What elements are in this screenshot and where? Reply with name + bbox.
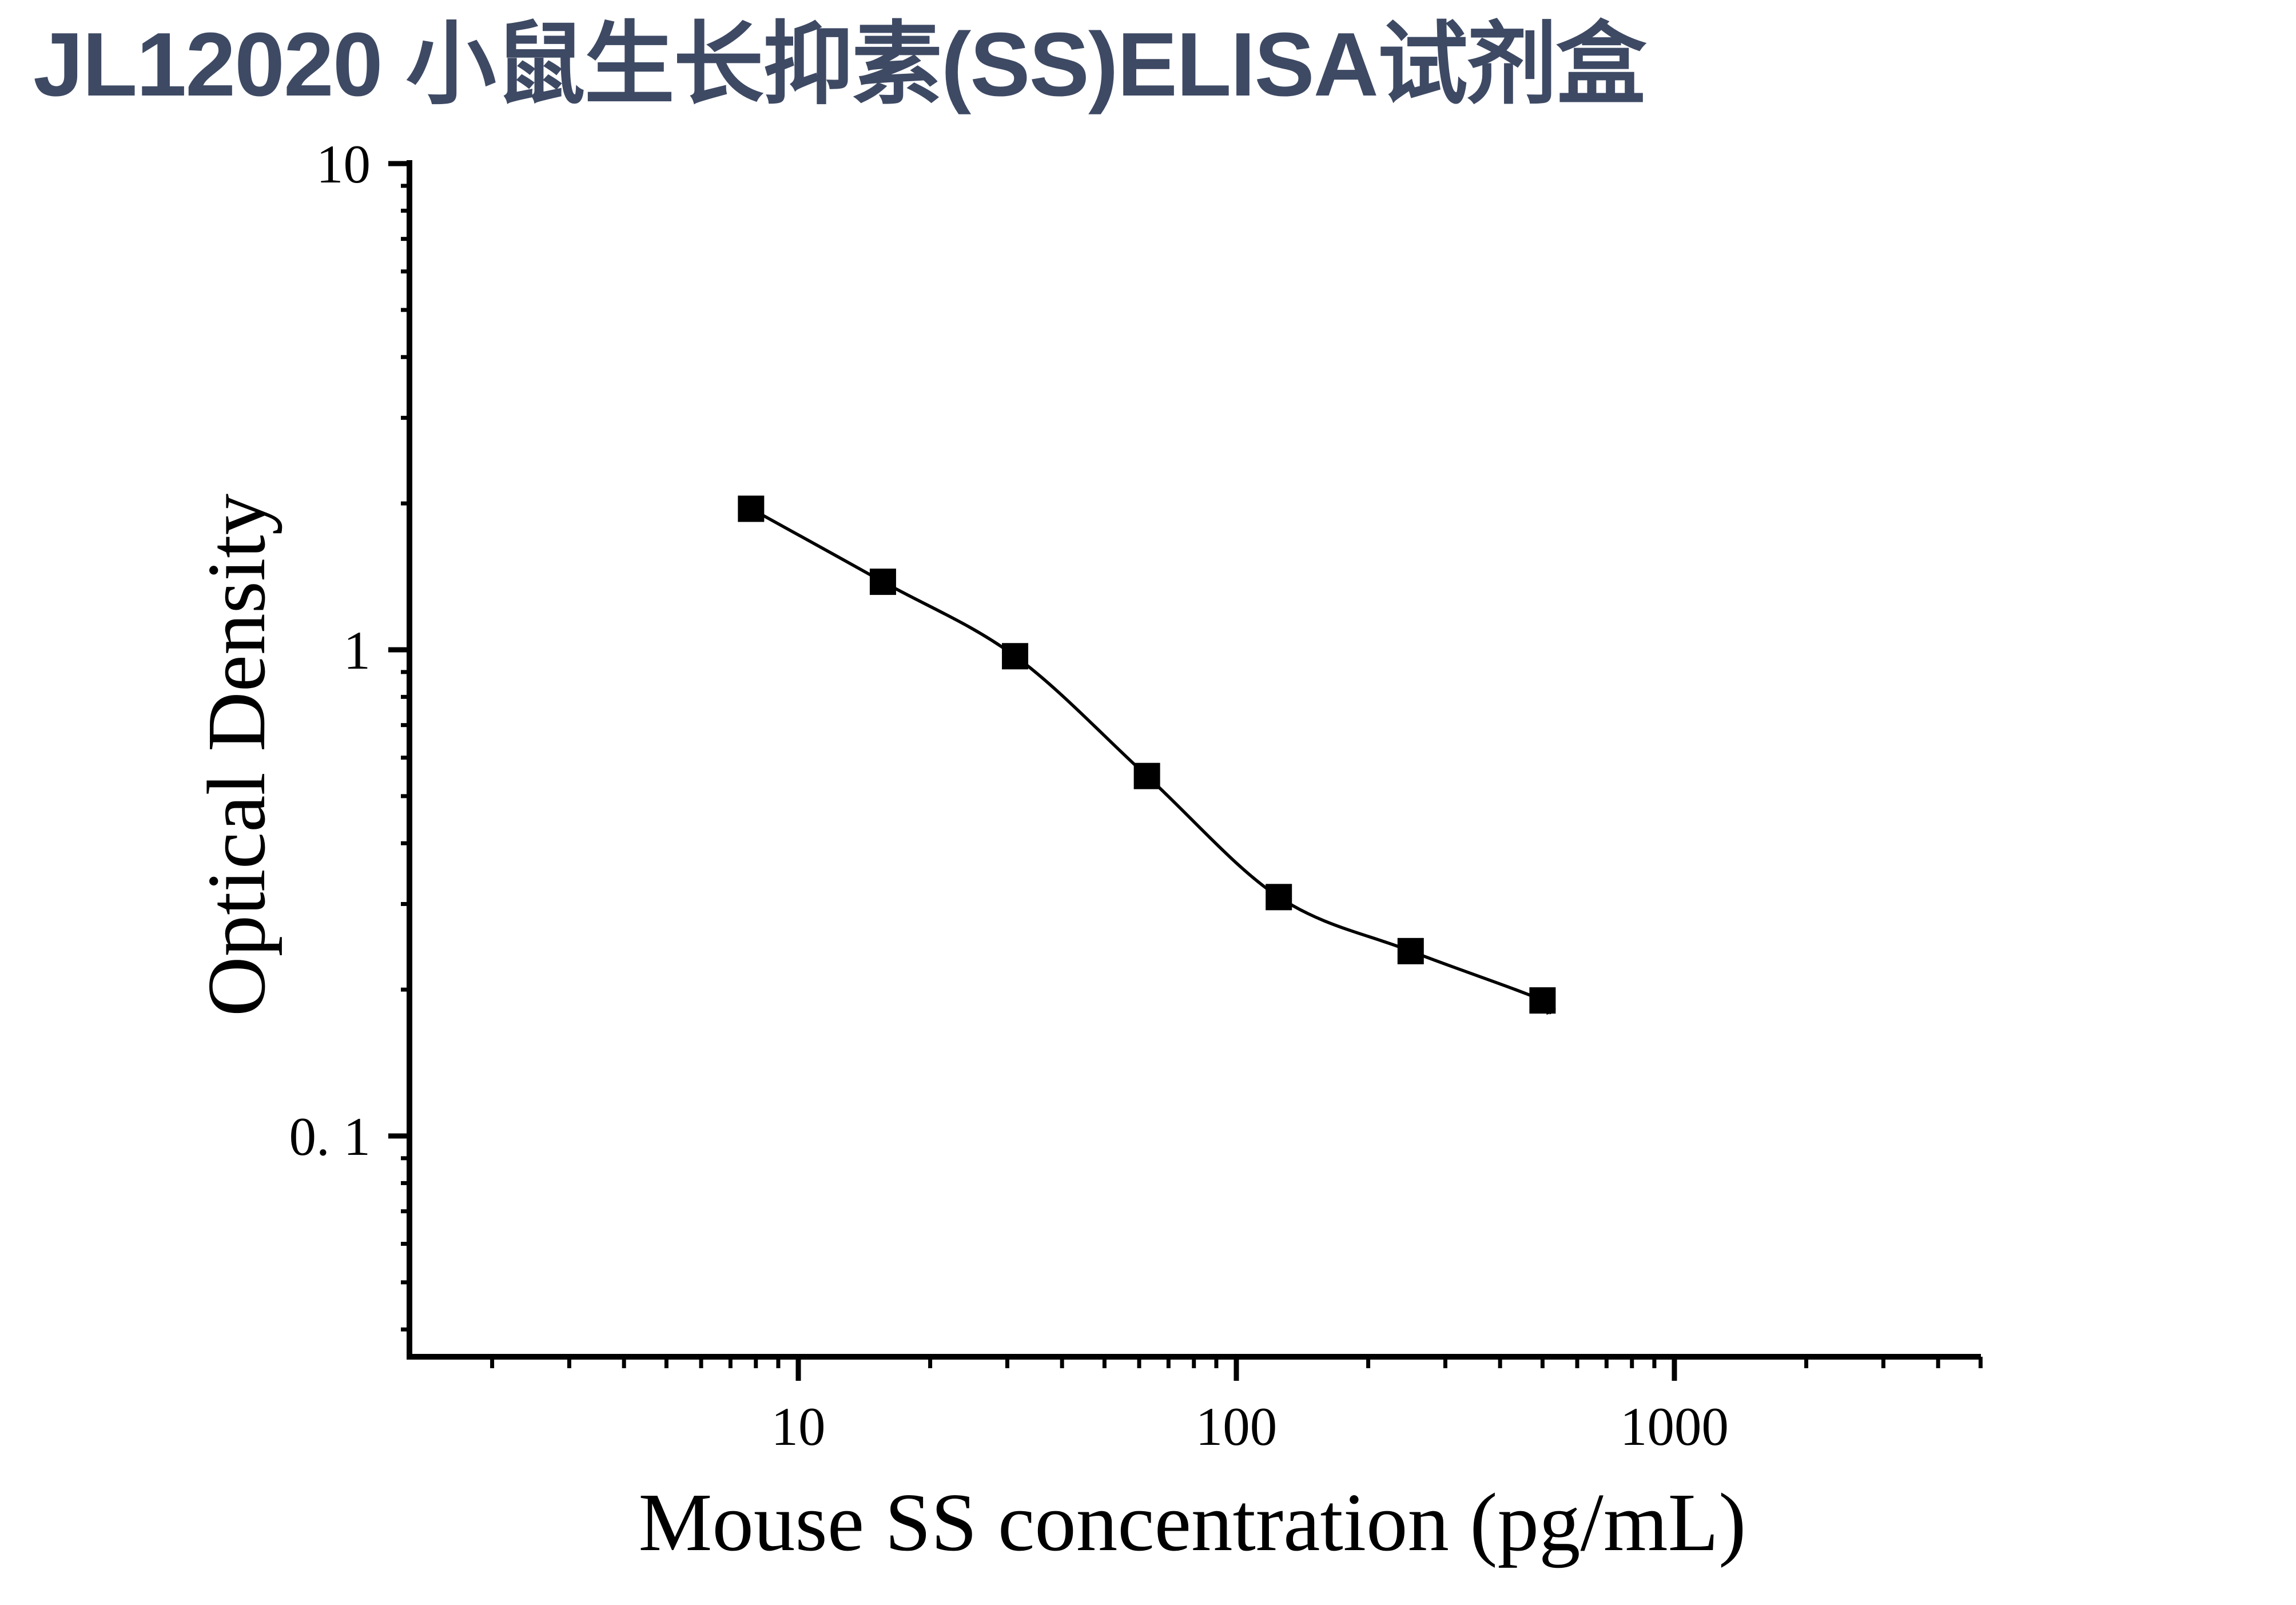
x-axis-tick-label: 100 bbox=[1196, 1396, 1278, 1457]
data-point bbox=[1397, 937, 1424, 964]
data-point bbox=[738, 495, 765, 522]
y-axis-tick-label: 1 bbox=[344, 620, 371, 681]
y-axis-tick-label: 10 bbox=[316, 134, 371, 194]
x-axis-tick-label: 10 bbox=[771, 1396, 826, 1457]
y-axis-tick-label: 0. 1 bbox=[289, 1106, 371, 1167]
x-axis-label: Mouse SS concentration (pg/mL) bbox=[638, 1477, 1746, 1568]
data-point bbox=[1529, 987, 1556, 1014]
data-point bbox=[869, 569, 896, 595]
data-point bbox=[1002, 643, 1029, 670]
data-point bbox=[1133, 762, 1160, 789]
page-title: JL12020 小鼠生长抑素(SS)ELISA试剂盒 bbox=[33, 14, 1646, 115]
x-axis-tick-label: 1000 bbox=[1620, 1396, 1729, 1457]
y-axis-label: Optical Density bbox=[191, 494, 282, 1016]
data-point bbox=[1266, 884, 1292, 911]
